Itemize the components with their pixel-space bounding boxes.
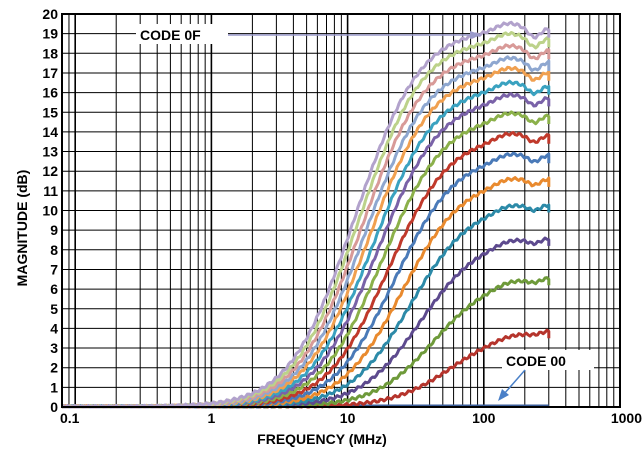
y-tick-label: 19 <box>42 26 58 42</box>
x-tick-label: 1000 <box>611 410 642 426</box>
grid <box>62 14 620 407</box>
y-tick-label: 2 <box>50 360 58 376</box>
annotation-code-00-arrow <box>503 369 526 395</box>
y-tick-label: 17 <box>42 65 58 81</box>
series-line-code-3 <box>61 236 551 409</box>
y-axis-title: MAGNITUDE (dB) <box>14 170 30 287</box>
y-tick-label: 7 <box>50 261 58 277</box>
y-tick-label: 0 <box>50 399 58 415</box>
y-tick-label: 8 <box>50 242 58 258</box>
y-tick-label: 9 <box>50 222 58 238</box>
y-tick-label: 15 <box>42 104 58 120</box>
y-tick-label: 20 <box>42 6 58 22</box>
x-tick-label: 100 <box>472 410 496 426</box>
y-tick-label: 5 <box>50 301 58 317</box>
x-tick-label: 10 <box>340 410 356 426</box>
annotation-code-0f-bg <box>136 24 228 44</box>
series-group <box>61 20 551 409</box>
series-line-code-4 <box>62 203 551 409</box>
y-tick-label: 1 <box>50 379 58 395</box>
annotation-code-00-arrowhead <box>498 389 509 401</box>
annotation-code-00: CODE 00 <box>498 350 594 401</box>
plot-frame <box>61 13 621 408</box>
y-tick-label: 18 <box>42 45 58 61</box>
series-line-code-15 <box>61 20 551 409</box>
y-tick-label: 12 <box>42 163 58 179</box>
x-tick-labels: 0.1 1 10 100 1000 <box>60 410 642 426</box>
annotation-code-00-bg <box>502 350 594 370</box>
y-tick-label: 10 <box>42 203 58 219</box>
annotation-code-0f-arrowhead <box>470 31 482 39</box>
y-tick-label: 3 <box>50 340 58 356</box>
y-tick-label: 13 <box>42 144 58 160</box>
annotation-code-0f: CODE 0F <box>136 24 482 44</box>
y-tick-label: 6 <box>50 281 58 297</box>
x-axis-title: FREQUENCY (MHz) <box>257 431 387 447</box>
annotation-code-00-label: CODE 00 <box>506 353 566 369</box>
annotation-code-0f-label: CODE 0F <box>140 27 201 43</box>
y-tick-label: 11 <box>43 183 58 199</box>
y-tick-label: 14 <box>42 124 58 140</box>
x-tick-label: 1 <box>208 410 216 426</box>
y-tick-label: 16 <box>42 85 58 101</box>
x-tick-label: 0.1 <box>60 410 80 426</box>
y-tick-label: 4 <box>50 320 58 336</box>
